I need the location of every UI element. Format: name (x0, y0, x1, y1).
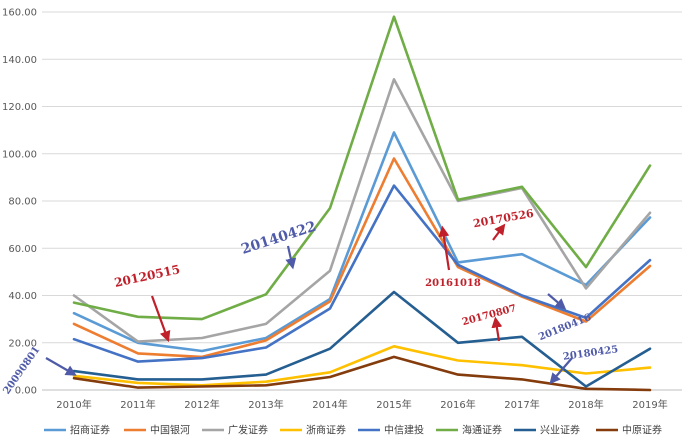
x-tick-label: 2012年 (184, 398, 219, 411)
legend-label: 中国银河 (150, 424, 190, 437)
annotation-label: 20180416 (537, 312, 593, 343)
y-tick-label: 20.00 (8, 338, 37, 349)
x-tick-label: 2018年 (568, 398, 603, 411)
y-tick-label: 0.00 (15, 386, 37, 397)
annotation-label: 20161018 (425, 278, 481, 289)
legend-label: 浙商证券 (306, 424, 346, 437)
annotation-arrow (549, 357, 573, 385)
series-line (72, 184, 652, 363)
y-axis-tick-labels: 0.00 20.00 40.00 60.00 80.00 100.00 120.00 140.… (2, 8, 37, 397)
annotation-arrow (438, 225, 451, 271)
series-line (72, 15, 652, 321)
x-axis-tick-labels: 2010年 2011年 2012年 2013年 2014年 2015年 2016年 2017年… (56, 398, 667, 411)
series-line (72, 157, 652, 359)
x-tick-label: 2010年 (56, 398, 91, 411)
legend-label: 招商证券 (70, 424, 110, 437)
x-tick-label: 2016年 (440, 398, 475, 411)
y-tick-label: 120.00 (2, 102, 37, 113)
x-tick-label: 2015年 (376, 398, 411, 411)
y-tick-label: 60.00 (8, 244, 37, 255)
grid-lines (42, 11, 682, 391)
annotation-arrow (547, 293, 567, 310)
y-tick-label: 80.00 (8, 197, 37, 208)
series-line (72, 78, 652, 343)
annotation-arrow (492, 223, 506, 241)
annotation-arrow (491, 316, 503, 342)
x-tick-label: 2019年 (632, 398, 667, 411)
legend-label: 中原证券 (622, 424, 662, 437)
annotation-arrow (45, 357, 77, 376)
series-line (72, 344, 652, 387)
y-tick-label: 40.00 (8, 291, 37, 302)
annotations: 2009080120120515201404222016101820170526… (1, 207, 619, 397)
series-line (72, 131, 652, 353)
legend-label: 广发证券 (228, 424, 268, 437)
legend-label: 兴业证券 (540, 424, 580, 437)
legend: 招商证券 中国银河 广发证券 浙商证券 中信建投 海通证券 兴业证券 中原证券 (44, 424, 662, 437)
annotation-arrow (285, 245, 297, 270)
x-tick-label: 2014年 (312, 398, 347, 411)
annotation-label: 20170807 (461, 303, 518, 328)
y-tick-label: 160.00 (2, 8, 37, 19)
annotation-label: 20120515 (113, 262, 181, 290)
x-tick-label: 2013年 (248, 398, 283, 411)
annotation-label: 20170526 (472, 207, 535, 230)
x-tick-label: 2017年 (504, 398, 539, 411)
annotation-label: 20180425 (562, 344, 619, 363)
x-tick-label: 2011年 (120, 398, 155, 411)
series-line (72, 290, 652, 388)
annotation-arrow (150, 295, 171, 343)
legend-label: 中信建投 (384, 424, 424, 437)
y-tick-label: 140.00 (2, 55, 37, 66)
series-lines (72, 15, 652, 392)
y-tick-label: 100.00 (2, 149, 37, 160)
legend-label: 海通证券 (462, 424, 502, 437)
